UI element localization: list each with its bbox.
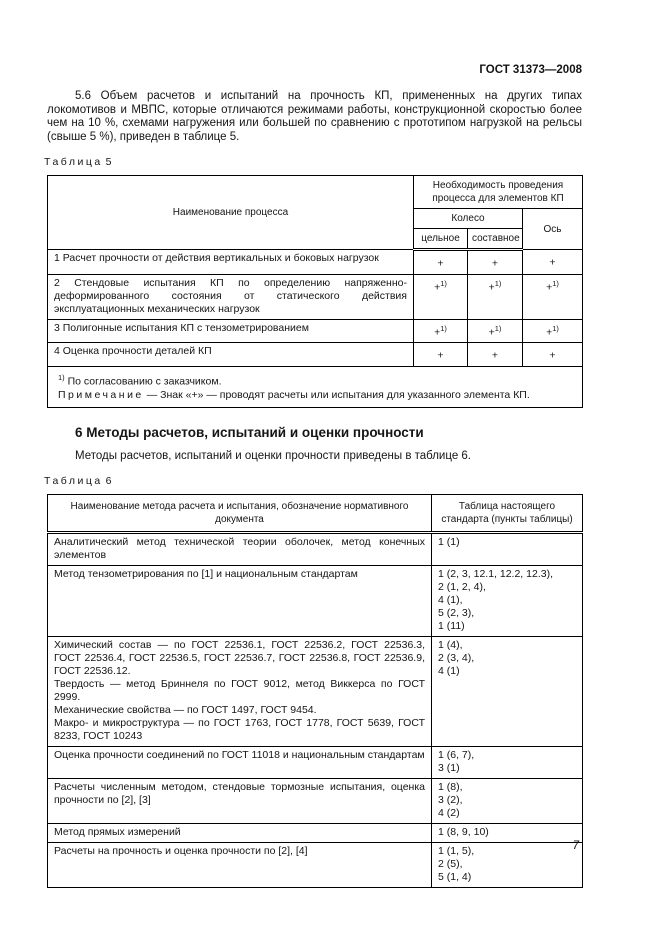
doc-code-header: ГОСТ 31373—2008 [479, 64, 582, 76]
process-name-cell: 2 Стендовые испытания КП по определению … [47, 273, 414, 320]
table6-header-row: Наименование метода расчета и испытания,… [47, 493, 583, 534]
table5-wheel-solid-header: цельное [413, 228, 468, 251]
method-cell: Метод прямых измерений [47, 822, 432, 843]
table5-caption-number: 5 [105, 156, 112, 168]
ref-cell: 1 (1, 5), 2 (5), 5 (1, 4) [431, 841, 583, 888]
mark-cell-axle: +1) [522, 273, 583, 320]
table-row: 3 Полигонные испытания КП с тензометриро… [47, 318, 583, 343]
method-cell: Метод тензометрирования по [1] и национа… [47, 564, 432, 637]
mark-cell-wheel-solid: + [413, 342, 468, 367]
paragraph-6-intro: Методы расчетов, испытаний и оценки проч… [75, 450, 471, 462]
mark-cell-axle: + [522, 342, 583, 367]
table5-header-row-1: Наименование процесса Необходимость пров… [47, 175, 583, 250]
table-row: Аналитический метод технической теории о… [47, 531, 583, 566]
process-name-cell: 3 Полигонные испытания КП с тензометриро… [47, 318, 414, 343]
table5-wheel-composite-header: составное [467, 228, 523, 251]
table5-header-row-2: Колесо Ось [48, 208, 583, 250]
table-6: Наименование метода расчета и испытания,… [47, 493, 583, 888]
method-cell: Оценка прочности соединений по ГОСТ 1101… [47, 745, 432, 779]
table5-caption-word: Таблица [44, 156, 103, 168]
method-cell: Химический состав — по ГОСТ 22536.1, ГОС… [47, 635, 432, 747]
process-name-cell: 1 Расчет прочности от действия вертикаль… [47, 249, 414, 275]
footnote-mark: 1) [58, 372, 65, 382]
table-row: Метод прямых измерений 1 (8, 9, 10) [47, 822, 583, 843]
ref-cell: 1 (2, 3, 12.1, 12.2, 12.3), 2 (1, 2, 4),… [431, 564, 583, 637]
mark-cell-wheel-composite: +1) [467, 273, 523, 320]
table6-caption-word: Таблица [44, 474, 103, 487]
table6-col-method-header: Наименование метода расчета и испытания,… [47, 493, 432, 534]
page-number: 7 [572, 840, 579, 852]
mark-cell-axle: +1) [522, 318, 583, 343]
table5-header-row-3: цельное составное [48, 228, 583, 251]
table-row: Расчеты численным методом, стендовые тор… [47, 777, 583, 824]
table5-wheel-header: Колесо [413, 208, 523, 229]
table-row: 2 Стендовые испытания КП по определению … [47, 273, 583, 320]
table6-caption: Таблица 6 [44, 475, 582, 488]
table6-col-ref-header: Таблица настоящего стандарта (пункты таб… [431, 493, 583, 534]
mark-cell-wheel-solid: +1) [413, 273, 468, 320]
table-5: Наименование процесса Необходимость пров… [47, 175, 583, 408]
paragraph-5-6: 5.6 Объем расчетов и испытаний на прочно… [47, 90, 582, 143]
mark-cell-wheel-composite: + [467, 249, 523, 275]
mark-cell-wheel-solid: +1) [413, 318, 468, 343]
table5-axle-header: Ось [522, 208, 583, 250]
note-line: Примечание — Знак «+» — проводят расчеты… [58, 389, 574, 403]
mark-cell-wheel-composite: +1) [467, 318, 523, 343]
table-row: 1 Расчет прочности от действия вертикаль… [47, 249, 583, 275]
mark-cell-wheel-solid: + [413, 249, 468, 275]
footnote-text: По согласованию с заказчиком. [64, 375, 222, 387]
note-text: — Знак «+» — проводят расчеты или испыта… [143, 388, 530, 401]
table5-col-process-header: Наименование процесса [47, 175, 414, 250]
note-label: Примечание [58, 388, 144, 401]
ref-cell: 1 (1) [431, 531, 583, 566]
table-row: Метод тензометрирования по [1] и национа… [47, 564, 583, 637]
table5-footnote-cell: 1) По согласованию с заказчиком. Примеча… [47, 365, 583, 408]
table-row: 4 Оценка прочности деталей КП + + + [47, 342, 583, 367]
mark-cell-axle: + [522, 249, 583, 275]
footnote-line: 1) По согласованию с заказчиком. [58, 371, 574, 389]
table-row: Расчеты на прочность и оценка прочности … [47, 841, 583, 888]
mark-cell-wheel-composite: + [467, 342, 523, 367]
table5-need-header: Необходимость проведения процесса для эл… [413, 175, 583, 209]
section-6-heading: 6 Методы расчетов, испытаний и оценки пр… [75, 425, 424, 440]
ref-cell: 1 (6, 7), 3 (1) [431, 745, 583, 779]
table6-caption-number: 6 [105, 474, 112, 487]
table5-footer-row: 1) По согласованию с заказчиком. Примеча… [47, 365, 583, 408]
method-cell: Аналитический метод технической теории о… [47, 531, 432, 566]
method-cell: Расчеты на прочность и оценка прочности … [47, 841, 432, 888]
ref-cell: 1 (8), 3 (2), 4 (2) [431, 777, 583, 824]
table-row: Оценка прочности соединений по ГОСТ 1101… [47, 745, 583, 779]
method-cell: Расчеты численным методом, стендовые тор… [47, 777, 432, 824]
ref-cell: 1 (8, 9, 10) [431, 822, 583, 843]
table-row: Химический состав — по ГОСТ 22536.1, ГОС… [47, 635, 583, 747]
table5-caption: Таблица 5 [44, 156, 582, 169]
ref-cell: 1 (4), 2 (3, 4), 4 (1) [431, 635, 583, 747]
process-name-cell: 4 Оценка прочности деталей КП [47, 342, 414, 367]
